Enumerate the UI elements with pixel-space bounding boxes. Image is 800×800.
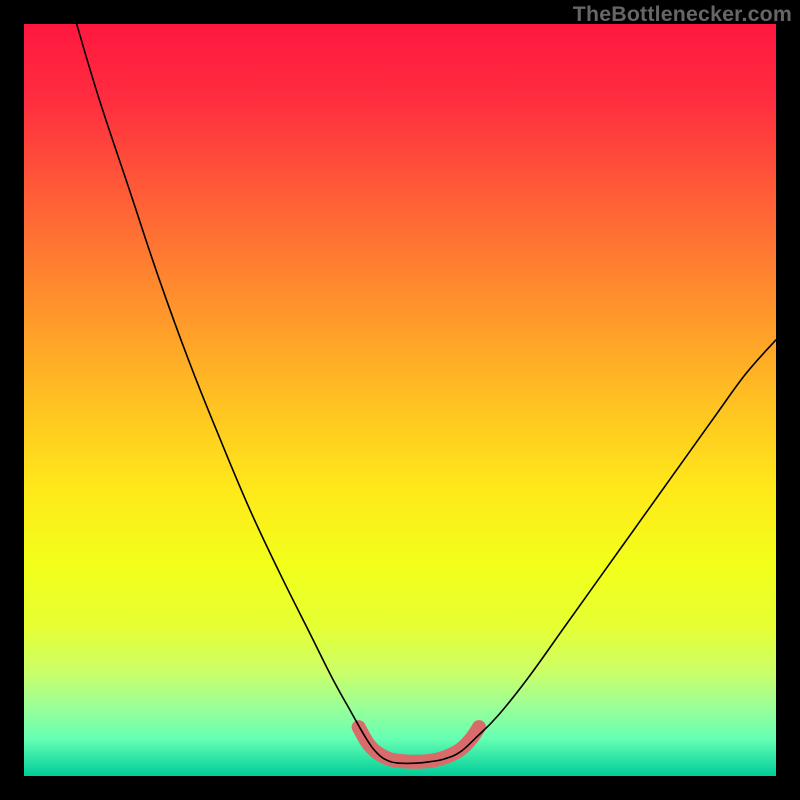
watermark-text: TheBottlenecker.com <box>573 2 792 27</box>
bottleneck-chart <box>24 24 776 776</box>
chart-frame: TheBottlenecker.com <box>0 0 800 800</box>
gradient-background <box>24 24 776 776</box>
plot-area <box>24 24 776 776</box>
